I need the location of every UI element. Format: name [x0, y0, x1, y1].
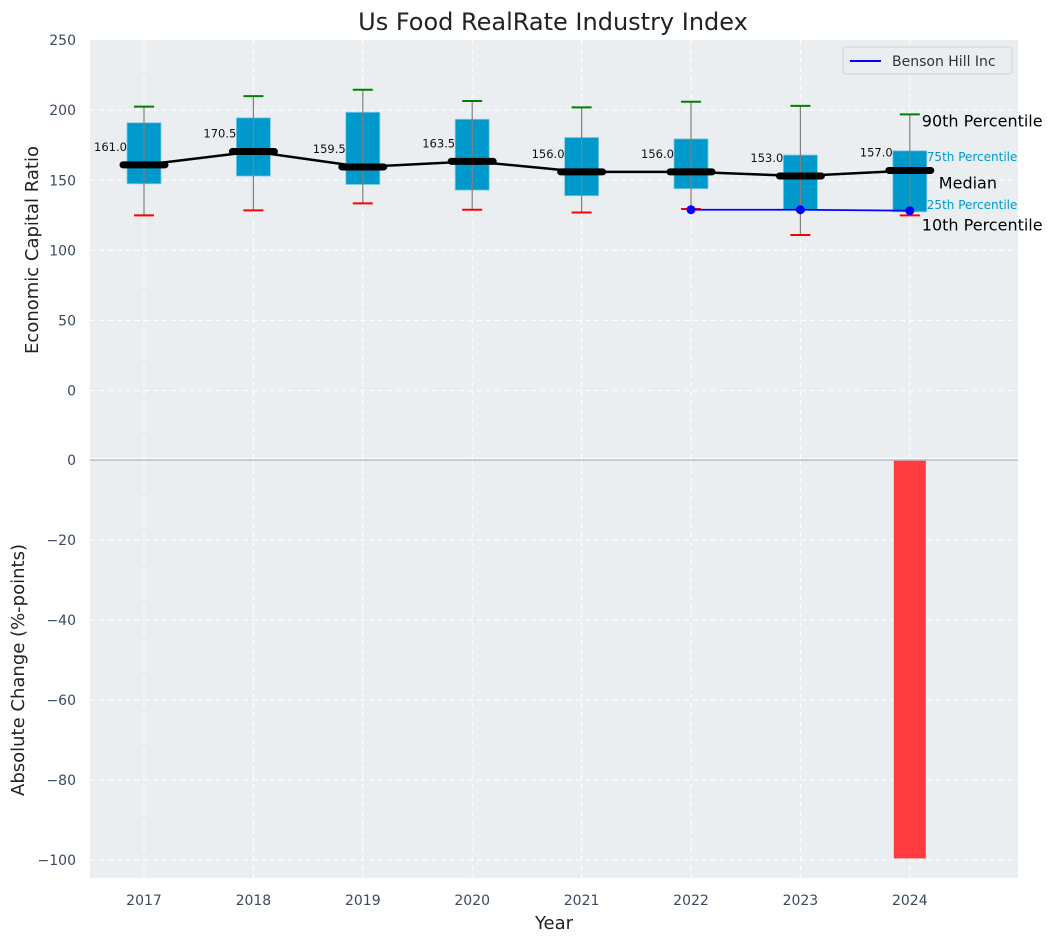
median-value-labels: 161.0 170.5 159.5 163.5 156.0 156.0 153.0 157.0 [94, 127, 893, 166]
box-2020 [454, 100, 490, 211]
median-marks [119, 148, 935, 180]
box-2023 [783, 104, 818, 236]
bottom-panel-background [90, 460, 1018, 878]
box-2024 [892, 113, 928, 217]
median-value-label: 159.5 [313, 142, 346, 156]
y-tick-label: 50 [58, 314, 76, 330]
p10-annotation: 10th Percentile [922, 215, 1043, 234]
top-panel: 0 50 100 150 200 250 161.0 170.5 159.5 163.5 156.… [22, 33, 1043, 458]
p25-annotation: 25th Percentile [927, 198, 1018, 212]
series-point [795, 205, 805, 215]
top-y-axis-label: Economic Capital Ratio [22, 146, 43, 354]
series-point [905, 206, 915, 216]
median-value-label: 156.0 [641, 147, 674, 161]
x-axis-label: Year [534, 913, 574, 934]
bottom-y-tick-labels: 0 −20 −40 −60 −80 −100 [38, 453, 76, 869]
median-value-label: 163.5 [422, 136, 455, 150]
median-value-label: 170.5 [203, 127, 236, 141]
x-tick-label: 2020 [454, 893, 490, 909]
p75-annotation: 75th Percentile [927, 150, 1018, 164]
x-tick-label: 2024 [892, 893, 928, 909]
median-value-label: 153.0 [750, 151, 783, 165]
median-value-label: 156.0 [532, 147, 565, 161]
median-annotation: Median [939, 173, 997, 192]
box-2019 [345, 88, 381, 205]
x-tick-label: 2017 [126, 893, 162, 909]
y-tick-label: −80 [46, 773, 76, 789]
p90-annotation: 90th Percentile [922, 111, 1043, 130]
y-tick-label: 100 [49, 243, 76, 259]
y-tick-label: −40 [46, 613, 76, 629]
x-tick-label: 2019 [345, 893, 381, 909]
x-tick-labels: 2017 2018 2019 2020 2021 2022 2023 2024 [126, 893, 928, 909]
legend-label: Benson Hill Inc [892, 54, 996, 70]
box-plots [126, 88, 928, 236]
y-tick-label: −100 [38, 853, 76, 869]
x-tick-label: 2018 [236, 893, 272, 909]
legend: Benson Hill Inc [842, 46, 1013, 75]
bottom-y-axis-label: Absolute Change (%-points) [8, 544, 29, 796]
box-2017 [126, 105, 162, 217]
median-value-label: 161.0 [94, 140, 127, 154]
bar-2024 [893, 460, 926, 859]
top-y-tick-labels: 0 50 100 150 200 250 [49, 33, 76, 400]
y-tick-label: 0 [67, 453, 76, 469]
company-series [686, 205, 915, 216]
y-tick-label: −60 [46, 693, 76, 709]
y-tick-label: 250 [49, 33, 76, 49]
percentile-annotations: 90th Percentile 75th Percentile Median 25th… [922, 111, 1043, 234]
x-tick-label: 2021 [564, 893, 600, 909]
x-tick-label: 2023 [783, 893, 819, 909]
series-point [686, 205, 696, 215]
y-tick-label: 200 [49, 103, 76, 119]
y-tick-label: 0 [67, 384, 76, 400]
box-2022 [673, 100, 709, 211]
y-tick-label: 150 [49, 173, 76, 189]
change-bars [893, 460, 926, 859]
bottom-panel: 0−20−40−60−80−100 2017 2018 2019 2020 2021 20… [8, 453, 1018, 934]
box-2021 [564, 106, 599, 214]
y-tick-label: −20 [46, 533, 76, 549]
legend-frame [842, 46, 1013, 75]
chart-title: Us Food RealRate Industry Index [358, 8, 748, 36]
top-grid [90, 40, 1018, 458]
median-value-label: 157.0 [860, 145, 893, 159]
top-panel-background [90, 40, 1018, 458]
x-tick-label: 2022 [673, 893, 709, 909]
